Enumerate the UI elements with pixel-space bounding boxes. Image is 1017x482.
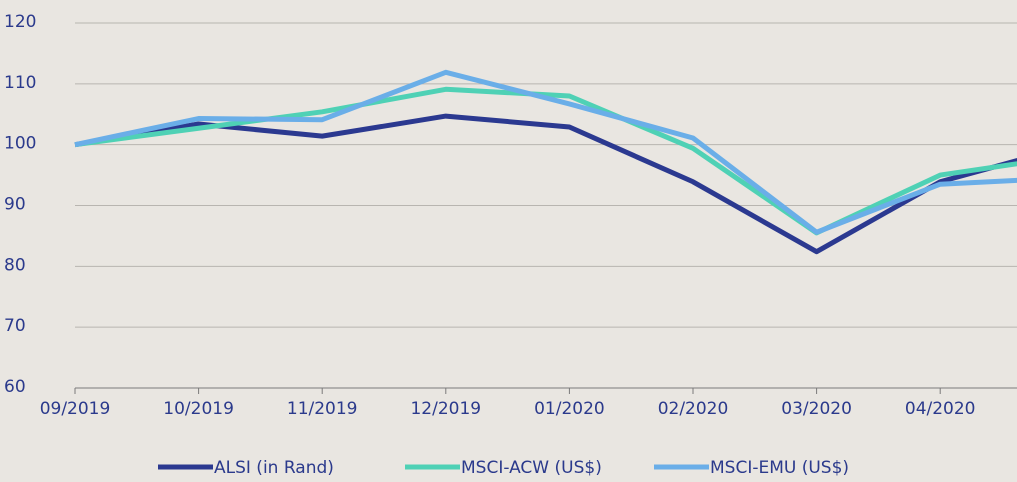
- series-line: [74, 69, 1017, 235]
- x-tick-label: 09/2019: [40, 399, 111, 419]
- x-tick-label: 03/2020: [781, 399, 852, 419]
- x-tick-label: 12/2019: [410, 399, 481, 419]
- legend-label: ALSI (in Rand): [214, 458, 334, 478]
- y-tick-label: 70: [4, 316, 26, 336]
- x-tick-label: 11/2019: [287, 399, 358, 419]
- x-tick-label: 01/2020: [534, 399, 605, 419]
- y-tick-label: 60: [4, 377, 26, 397]
- legend-label: MSCI-EMU (US$): [710, 458, 849, 478]
- y-tick-label: 80: [4, 255, 26, 275]
- y-tick-label: 110: [4, 73, 36, 93]
- y-tick-label: 100: [4, 134, 36, 154]
- x-tick-label: 02/2020: [658, 399, 729, 419]
- y-tick-label: 120: [4, 12, 36, 32]
- x-tick-label: 04/2020: [905, 399, 976, 419]
- legend-label: MSCI-ACW (US$): [461, 458, 602, 478]
- series-line: [74, 86, 1017, 236]
- x-tick-label: 10/2019: [163, 399, 234, 419]
- y-tick-label: 90: [4, 195, 26, 215]
- series-line: [74, 113, 1017, 255]
